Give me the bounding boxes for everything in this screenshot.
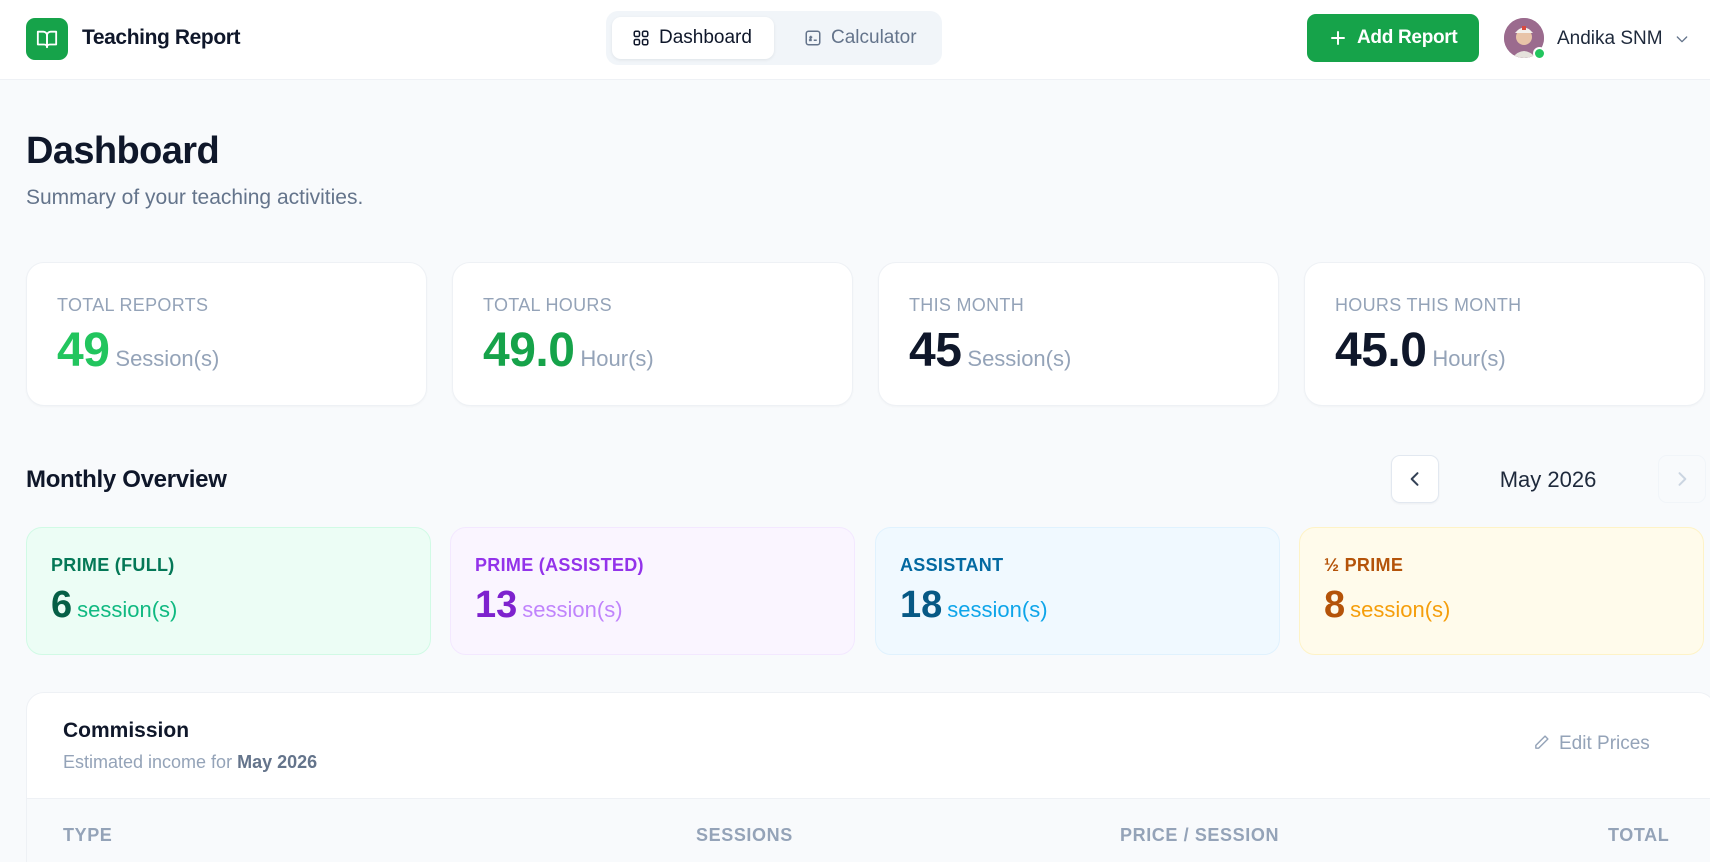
type-card-half-prime: ½ PRIME 8 session(s) xyxy=(1299,527,1704,655)
stat-unit: Session(s) xyxy=(115,346,220,371)
type-label: ASSISTANT xyxy=(900,555,1004,575)
chevron-down-icon[interactable] xyxy=(1674,31,1690,47)
commission-table-header: TYPE SESSIONS PRICE / SESSION TOTAL xyxy=(27,798,1710,862)
add-report-label: Add Report xyxy=(1357,27,1458,48)
tab-dashboard[interactable]: Dashboard xyxy=(612,17,774,59)
column-header-price-per-session: PRICE / SESSION xyxy=(1120,825,1280,845)
page-title: Dashboard xyxy=(26,130,220,172)
stat-label: THIS MONTH xyxy=(909,295,1024,315)
commission-subtitle: Estimated income for May 2026 xyxy=(63,752,317,773)
app-title: Teaching Report xyxy=(82,26,241,49)
type-unit: session(s) xyxy=(1350,597,1451,622)
current-month-label: May 2026 xyxy=(1499,467,1597,492)
type-value: 6 xyxy=(51,584,73,626)
column-header-sessions: SESSIONS xyxy=(696,825,793,845)
commission-title: Commission xyxy=(63,719,190,742)
commission-card: Commission Estimated income for May 2026… xyxy=(26,692,1710,862)
type-label: PRIME (FULL) xyxy=(51,555,175,575)
app-logo[interactable] xyxy=(26,18,68,60)
commission-month: May 2026 xyxy=(237,752,318,772)
stat-card-total-hours: TOTAL HOURS 49.0 Hour(s) xyxy=(452,262,853,406)
calculator-icon xyxy=(805,30,821,46)
stat-value-row: 49.0 Hour(s) xyxy=(483,323,654,378)
top-header: Teaching Report Dashboard Calculator Add… xyxy=(0,0,1710,80)
chevron-left-icon xyxy=(1410,472,1419,486)
type-value-row: 13 session(s) xyxy=(475,584,623,627)
type-unit: session(s) xyxy=(522,597,623,622)
tab-calculator[interactable]: Calculator xyxy=(784,17,934,59)
online-status-dot xyxy=(1533,47,1546,60)
main-nav: Dashboard Calculator xyxy=(606,11,942,65)
stat-value: 49.0 xyxy=(483,324,575,377)
type-label: PRIME (ASSISTED) xyxy=(475,555,644,575)
type-value-row: 6 session(s) xyxy=(51,584,177,627)
stat-value-row: 45 Session(s) xyxy=(909,323,1071,378)
type-value: 8 xyxy=(1324,584,1346,626)
tab-calculator-label: Calculator xyxy=(831,27,917,48)
stat-value: 49 xyxy=(57,324,110,377)
column-header-total: TOTAL xyxy=(1608,825,1670,845)
column-header-type: TYPE xyxy=(63,825,113,845)
stat-label: TOTAL REPORTS xyxy=(57,295,209,315)
type-unit: session(s) xyxy=(947,597,1048,622)
stat-value: 45 xyxy=(909,324,962,377)
stat-card-total-reports: TOTAL REPORTS 49 Session(s) xyxy=(26,262,427,406)
book-icon xyxy=(36,30,58,49)
stat-card-hours-this-month: HOURS THIS MONTH 45.0 Hour(s) xyxy=(1304,262,1705,406)
stat-value-row: 49 Session(s) xyxy=(57,323,219,378)
type-card-assistant: ASSISTANT 18 session(s) xyxy=(875,527,1280,655)
stat-label: HOURS THIS MONTH xyxy=(1335,295,1522,315)
stat-label: TOTAL HOURS xyxy=(483,295,612,315)
type-card-prime-assisted: PRIME (ASSISTED) 13 session(s) xyxy=(450,527,855,655)
type-value-row: 18 session(s) xyxy=(900,584,1048,627)
stat-value-row: 45.0 Hour(s) xyxy=(1335,323,1506,378)
type-value-row: 8 session(s) xyxy=(1324,584,1450,627)
grid-icon xyxy=(633,30,649,46)
plus-icon xyxy=(1331,31,1345,45)
page-subtitle: Summary of your teaching activities. xyxy=(26,186,364,209)
stat-value: 45.0 xyxy=(1335,324,1427,377)
type-value: 18 xyxy=(900,584,943,626)
type-card-prime-full: PRIME (FULL) 6 session(s) xyxy=(26,527,431,655)
monthly-overview-title: Monthly Overview xyxy=(26,466,227,493)
chevron-right-icon xyxy=(1678,472,1687,486)
user-name[interactable]: Andika SNM xyxy=(1557,28,1663,49)
type-value: 13 xyxy=(475,584,518,626)
stat-card-this-month: THIS MONTH 45 Session(s) xyxy=(878,262,1279,406)
type-unit: session(s) xyxy=(77,597,178,622)
add-report-button[interactable]: Add Report xyxy=(1307,14,1479,62)
commission-subtitle-prefix: Estimated income for xyxy=(63,752,233,772)
pencil-icon xyxy=(1535,735,1549,749)
edit-prices-label: Edit Prices xyxy=(1559,733,1650,754)
previous-month-button[interactable] xyxy=(1391,455,1439,503)
type-label: ½ PRIME xyxy=(1324,555,1404,575)
stat-unit: Hour(s) xyxy=(580,346,654,371)
avatar[interactable] xyxy=(1504,18,1544,58)
next-month-button[interactable] xyxy=(1658,455,1706,503)
stat-unit: Session(s) xyxy=(967,346,1072,371)
tab-dashboard-label: Dashboard xyxy=(659,27,752,48)
stat-unit: Hour(s) xyxy=(1432,346,1506,371)
